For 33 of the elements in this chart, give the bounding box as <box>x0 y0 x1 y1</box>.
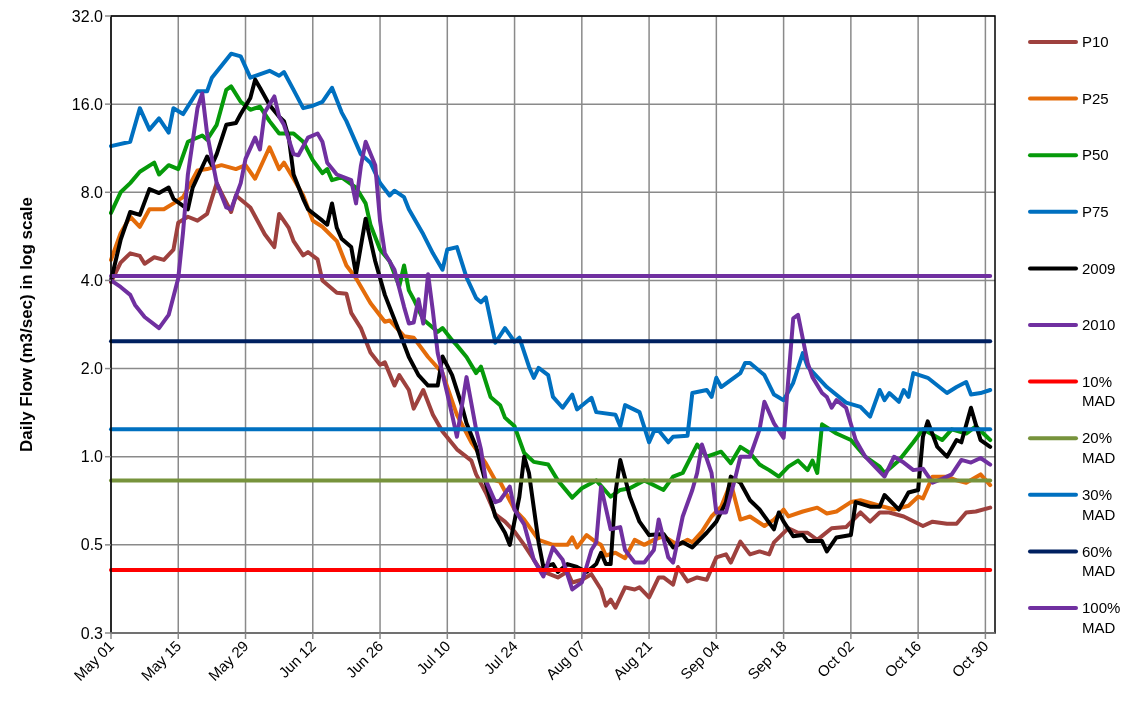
legend-label: 20% MAD <box>1082 429 1116 466</box>
legend-label: P10 <box>1082 33 1109 51</box>
legend-label: P50 <box>1082 146 1109 164</box>
y-tick-label: 4.0 <box>80 272 104 290</box>
legend-label: 60% MAD <box>1082 542 1116 580</box>
x-tick-label: Jun 26 <box>342 637 387 681</box>
x-tick-label: Jul 24 <box>480 637 521 678</box>
y-tick-label: 0.3 <box>80 624 104 642</box>
y-tick-label: 16.0 <box>71 95 104 113</box>
y-tick-label: 0.5 <box>80 536 104 554</box>
y-axis-title: Daily Flow (m3/sec) in log scale <box>17 196 36 453</box>
legend-label: 2009 <box>1082 259 1116 277</box>
y-tick-label: 8.0 <box>80 183 104 201</box>
legend-label: 100% MAD <box>1082 599 1121 636</box>
y-tick-label: 1.0 <box>80 448 104 466</box>
x-tick-label: May 29 <box>204 637 252 684</box>
y-tick-label: 2.0 <box>80 360 104 378</box>
y-tick-label: 32.0 <box>71 7 104 25</box>
legend-label: P25 <box>1082 89 1109 107</box>
x-tick-label: May 15 <box>137 637 185 684</box>
x-tick-label: Jun 12 <box>275 637 319 681</box>
legend-label: P75 <box>1082 203 1109 221</box>
x-tick-label: Oct 02 <box>813 637 857 681</box>
legend-label: 30% MAD <box>1082 486 1116 523</box>
x-tick-label: Sep 04 <box>676 637 723 683</box>
x-tick-label: Aug 07 <box>542 637 588 683</box>
x-tick-label: Oct 30 <box>948 637 992 681</box>
x-tick-label: Aug 21 <box>609 637 656 683</box>
x-tick-label: Sep 18 <box>744 637 790 683</box>
x-tick-label: Jul 10 <box>413 637 454 678</box>
legend-label: 2010 <box>1082 316 1116 334</box>
x-tick-label: Oct 16 <box>880 637 925 681</box>
legend-label: 10% MAD <box>1082 372 1116 410</box>
